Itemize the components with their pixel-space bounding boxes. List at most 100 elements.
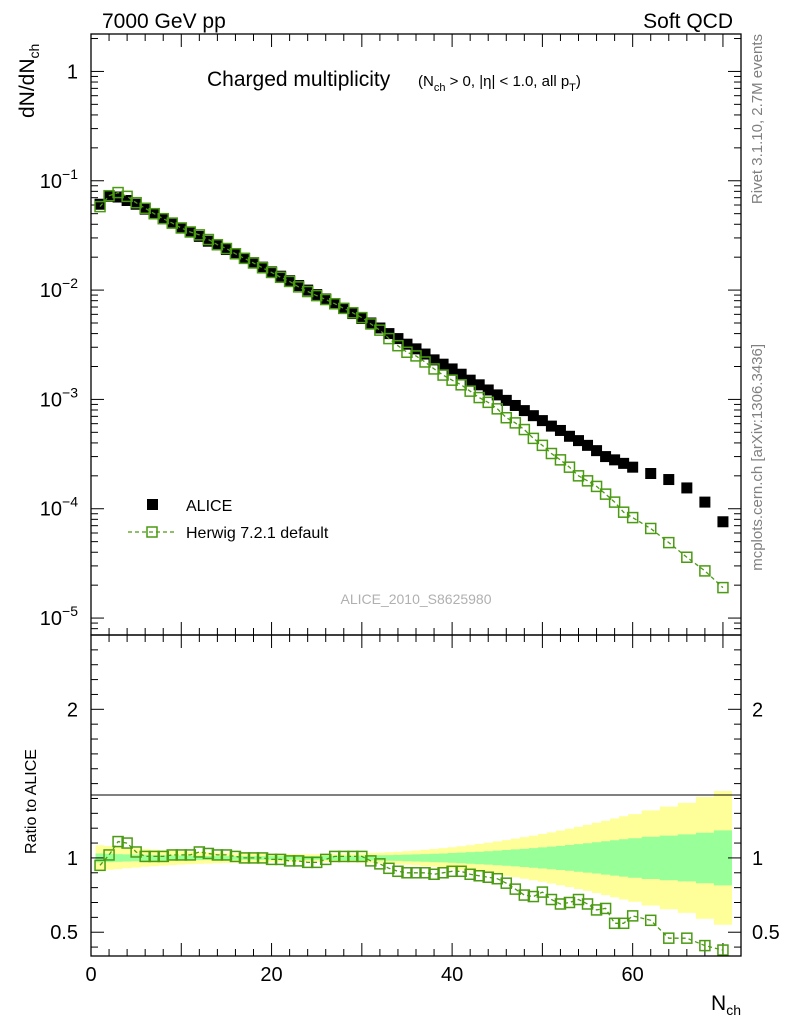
ratio-ytick-label: 0.5: [50, 922, 78, 944]
main-ytick-label: 10−1: [40, 166, 78, 193]
alice-point: [293, 280, 305, 292]
alice-point: [374, 322, 386, 334]
header-left: 7000 GeV pp: [102, 10, 226, 33]
ratio-point: [599, 902, 612, 915]
herwig-line: [99, 191, 724, 589]
legend: ALICE Herwig 7.2.1 default: [128, 498, 329, 542]
herwig-point: [419, 356, 431, 368]
herwig-point: [383, 332, 395, 345]
watermark: ALICE_2010_S8625980: [340, 591, 491, 607]
herwig-point: [509, 417, 522, 429]
alice-point: [563, 430, 575, 442]
herwig-point: [428, 363, 440, 375]
herwig-point: [527, 432, 540, 445]
alice-point: [473, 379, 485, 391]
herwig-point: [94, 200, 106, 213]
x-tick-label: 40: [441, 964, 463, 986]
herwig-point: [663, 536, 675, 549]
ratio-point: [473, 870, 485, 882]
herwig-point: [491, 403, 503, 415]
ratio-ylabel: Ratio to ALICE: [23, 749, 40, 854]
ratio-point: [509, 883, 522, 895]
ratio-point: [663, 932, 675, 944]
ratio-panel: 0.5 0.51 12 20 20 40 60 Ratio to ALICE Nch: [23, 634, 780, 1018]
herwig-point: [356, 311, 368, 324]
alice-point: [157, 213, 169, 225]
chart-title-cuts: (Nch > 0, |η| < 1.0, all pT): [418, 73, 581, 94]
ratio-point: [419, 867, 431, 879]
herwig-point: [175, 222, 188, 234]
alice-point: [509, 399, 521, 411]
herwig-point: [717, 581, 729, 594]
herwig-point: [536, 439, 549, 452]
alice-point: [627, 461, 639, 473]
herwig-point: [374, 324, 386, 336]
alice-point: [220, 244, 232, 256]
ratio-point: [644, 914, 657, 927]
ratio-ytick-label: 2: [67, 699, 78, 721]
x-tick-label: 0: [85, 964, 96, 986]
mcplots-label: mcplots.cern.ch [arXiv:1306.3436]: [749, 344, 766, 571]
alice-point: [103, 190, 115, 202]
legend-herwig-label: Herwig 7.2.1 default: [186, 525, 329, 542]
herwig-point: [644, 522, 657, 535]
ratio-line: [99, 840, 724, 951]
alice-point: [663, 474, 675, 486]
ratio-point: [518, 889, 531, 901]
herwig-point: [211, 238, 224, 251]
ratio-band-inner: [95, 830, 732, 886]
herwig-point: [482, 396, 494, 409]
alice-point: [365, 317, 377, 329]
herwig-point: [464, 385, 476, 397]
rivet-label: Rivet 3.1.10, 2.7M events: [749, 34, 766, 204]
main-ytick-label: 10−4: [40, 494, 78, 521]
ratio-point: [392, 865, 404, 878]
x-tick-label: 60: [622, 964, 644, 986]
ratio-ytick-label-right: 0.5: [752, 922, 780, 944]
herwig-point: [608, 496, 621, 508]
herwig-point: [545, 447, 558, 460]
alice-point: [681, 482, 693, 494]
alice-point: [573, 435, 584, 447]
herwig-point: [554, 454, 567, 466]
ratio-point: [175, 849, 188, 861]
alice-point: [338, 302, 350, 314]
herwig-point: [184, 226, 197, 238]
ratio-point: [383, 862, 395, 875]
alice-point: [238, 252, 250, 264]
herwig-point: [301, 285, 314, 298]
ratio-point: [365, 855, 377, 867]
herwig-point: [365, 318, 377, 330]
ratio-point: [121, 837, 133, 849]
ratio-point: [338, 850, 350, 863]
alice-point: [302, 284, 314, 296]
ratio-point: [563, 896, 576, 909]
ratio-point: [166, 849, 178, 861]
herwig-point: [626, 511, 639, 524]
alice-point: [582, 439, 594, 451]
ratio-point: [590, 904, 603, 916]
ratio-point: [482, 871, 494, 883]
alice-point: [275, 270, 287, 282]
herwig-point: [121, 190, 133, 203]
alice-point: [311, 289, 323, 301]
alice-point: [175, 222, 187, 234]
ratio-point: [292, 855, 305, 867]
ratio-point: [301, 856, 314, 869]
herwig-point: [699, 565, 711, 577]
ratio-point: [238, 852, 251, 864]
ratio-point: [211, 849, 224, 861]
legend-alice-label: ALICE: [186, 498, 232, 515]
ratio-ytick-label-right: 2: [752, 699, 763, 721]
ratio-ytick-label: 1: [67, 848, 78, 870]
legend-herwig-marker: [146, 526, 158, 538]
alice-point: [618, 457, 630, 469]
alice-point: [130, 198, 142, 210]
herwig-point: [599, 488, 612, 500]
alice-point: [139, 203, 151, 215]
ratio-point: [220, 849, 233, 861]
alice-point: [257, 261, 269, 273]
alice-point: [600, 451, 612, 463]
ratio-point: [681, 932, 693, 944]
main-ytick-label: 10−5: [40, 603, 78, 630]
